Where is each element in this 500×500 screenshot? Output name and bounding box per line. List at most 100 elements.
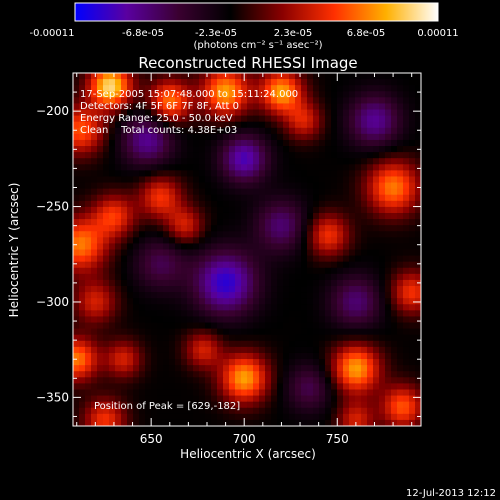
heatmap-cell xyxy=(217,346,224,354)
heatmap-cell xyxy=(349,249,356,257)
heatmap-cell xyxy=(331,249,338,257)
heatmap-cell xyxy=(103,243,110,251)
heatmap-cell xyxy=(259,188,266,196)
heatmap-cell xyxy=(373,371,380,378)
heatmap-cell xyxy=(187,286,194,293)
heatmap-cell xyxy=(241,316,248,324)
heatmap-cell xyxy=(217,79,224,86)
heatmap-cell xyxy=(91,85,98,92)
heatmap-cell xyxy=(241,395,248,403)
heatmap-cell xyxy=(265,352,272,360)
heatmap-cell xyxy=(325,273,332,281)
heatmap-cell xyxy=(211,413,218,421)
heatmap-cell xyxy=(349,377,356,384)
heatmap-cell xyxy=(229,328,236,336)
heatmap-cell xyxy=(343,97,350,105)
heatmap-cell xyxy=(103,212,110,220)
heatmap-cell xyxy=(397,261,404,269)
heatmap-cell xyxy=(229,231,236,238)
heatmap-cell xyxy=(157,328,164,336)
heatmap-cell xyxy=(289,334,296,342)
heatmap-cell xyxy=(193,212,200,220)
heatmap-cell xyxy=(211,407,218,415)
heatmap-cell xyxy=(385,316,392,324)
heatmap-cell xyxy=(109,419,116,426)
heatmap-cell xyxy=(193,413,200,421)
heatmap-cell xyxy=(391,322,398,330)
heatmap-cell xyxy=(217,407,224,415)
heatmap-cell xyxy=(301,286,308,293)
heatmap-cell xyxy=(211,304,218,311)
heatmap-cell xyxy=(379,91,386,98)
heatmap-cell xyxy=(91,73,98,80)
heatmap-cell xyxy=(223,139,230,147)
heatmap-cell xyxy=(97,79,104,86)
heatmap-cell xyxy=(391,359,398,366)
heatmap-cell xyxy=(391,194,398,202)
heatmap-cell xyxy=(157,73,164,80)
heatmap-cell xyxy=(331,237,338,245)
heatmap-cell xyxy=(199,365,206,372)
heatmap-cell xyxy=(97,261,104,269)
heatmap-cell xyxy=(91,133,98,141)
heatmap-cell xyxy=(217,340,224,348)
heatmap-cell xyxy=(289,407,296,415)
heatmap-cell xyxy=(145,188,152,196)
heatmap-cell xyxy=(97,127,104,135)
heatmap-cell xyxy=(409,146,416,153)
heatmap-cell xyxy=(307,109,314,117)
heatmap-cell xyxy=(127,146,134,153)
heatmap-cell xyxy=(277,298,284,305)
heatmap-cell xyxy=(241,322,248,330)
heatmap-cell xyxy=(217,212,224,220)
heatmap-cell xyxy=(127,377,134,384)
heatmap-cell xyxy=(133,243,140,251)
heatmap-cell xyxy=(271,170,278,178)
heatmap-cell xyxy=(277,194,284,202)
heatmap-cell xyxy=(103,346,110,354)
heatmap-cell xyxy=(247,334,254,342)
heatmap-cell xyxy=(283,212,290,220)
heatmap-cell xyxy=(163,273,170,281)
heatmap-cell xyxy=(235,298,242,305)
heatmap-cell xyxy=(193,97,200,105)
heatmap-cell xyxy=(121,328,128,336)
heatmap-cell xyxy=(109,237,116,245)
heatmap-cell xyxy=(121,109,128,117)
heatmap-cell xyxy=(175,188,182,196)
heatmap-cell xyxy=(109,334,116,342)
heatmap-cell xyxy=(415,316,421,324)
heatmap-cell xyxy=(397,212,404,220)
heatmap-cell xyxy=(139,316,146,324)
heatmap-cell xyxy=(235,194,242,202)
heatmap-cell xyxy=(115,85,122,92)
heatmap-cell xyxy=(193,115,200,123)
heatmap-cell xyxy=(73,322,80,330)
heatmap-cell xyxy=(109,85,116,92)
heatmap-cell xyxy=(367,273,374,281)
heatmap-cell xyxy=(199,121,206,129)
heatmap-cell xyxy=(391,249,398,257)
heatmap-cell xyxy=(415,389,421,397)
heatmap-cell xyxy=(331,383,338,391)
heatmap-cell xyxy=(163,340,170,348)
heatmap-cell xyxy=(289,389,296,397)
heatmap-cell xyxy=(349,413,356,421)
heatmap-cell xyxy=(409,389,416,397)
heatmap-cell xyxy=(103,371,110,378)
heatmap-cell xyxy=(109,133,116,141)
heatmap-cell xyxy=(199,352,206,360)
heatmap-cell xyxy=(307,139,314,147)
heatmap-cell xyxy=(103,316,110,324)
heatmap-cell xyxy=(181,152,188,159)
heatmap-cell xyxy=(109,304,116,311)
heatmap-cell xyxy=(115,273,122,281)
heatmap-cell xyxy=(205,182,212,190)
heatmap-cell xyxy=(337,395,344,403)
heatmap-cell xyxy=(151,158,158,165)
heatmap-cell xyxy=(301,292,308,299)
heatmap-cell xyxy=(295,237,302,245)
heatmap-cell xyxy=(223,310,230,318)
heatmap-cell xyxy=(169,91,176,98)
heatmap-cell xyxy=(199,255,206,263)
